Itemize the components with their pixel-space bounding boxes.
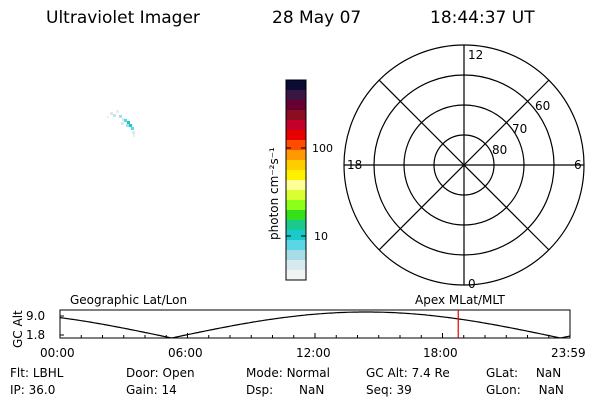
timeline-ytick-9: 9.0: [26, 309, 45, 323]
mlat-label-60: 60: [535, 99, 550, 113]
mlt-label-18: 18: [347, 158, 362, 172]
colorbar-segment: [286, 220, 306, 231]
seq-value: 39: [396, 383, 412, 397]
gain-label: Gain:: [126, 383, 158, 397]
timeline-title-apex: Apex MLat/MLT: [415, 293, 505, 307]
colorbar-segment: [286, 240, 306, 251]
mlat-label-80: 80: [492, 143, 507, 157]
info-gcalt: GC Alt: 7.4 Re: [366, 366, 450, 380]
colorbar-segment: [286, 80, 306, 91]
time-label: 18:44:37 UT: [430, 8, 535, 28]
colorbar-segment: [286, 130, 306, 141]
glat-label: GLat:: [486, 366, 519, 380]
colorbar-segment: [286, 190, 306, 201]
timeline-ytick-1-8: 1.8: [26, 328, 45, 342]
flt-label: Flt:: [10, 366, 29, 380]
mode-value: Normal: [286, 366, 330, 380]
glon-label: GLon:: [486, 383, 521, 397]
colorbar-tick-100: 100: [312, 142, 333, 155]
mode-label: Mode:: [246, 366, 283, 380]
info-mode: Mode: Normal: [246, 366, 330, 380]
dsp-value: NaN: [298, 383, 325, 397]
timeline-xtick-1800: 18:00: [423, 346, 458, 360]
gcalt-label: GC Alt:: [366, 366, 408, 380]
mlat-label-70: 70: [512, 122, 527, 136]
timeline-ylabel: GC Alt: [11, 310, 25, 348]
timeline-xtick-0000: 00:00: [40, 346, 75, 360]
mlt-label-6: 6: [574, 158, 582, 172]
door-label: Door:: [126, 366, 159, 380]
timeline-title-geographic: Geographic Lat/Lon: [70, 293, 187, 307]
info-glon: GLon: NaN: [486, 383, 564, 397]
polar-grid: [343, 44, 585, 286]
door-value: Open: [162, 366, 195, 380]
timeline-xtick-0600: 06:00: [168, 346, 203, 360]
info-gain: Gain: 14: [126, 383, 177, 397]
gcalt-value: 7.4 Re: [411, 366, 450, 380]
flt-value: LBHL: [32, 366, 64, 380]
mlt-label-12: 12: [468, 48, 483, 62]
colorbar-segment: [286, 230, 306, 241]
timeline-x-ticks: [59, 333, 571, 338]
colorbar-tick-10: 10: [314, 230, 328, 243]
glat-value: NaN: [535, 366, 562, 380]
colorbar-segment: [286, 110, 306, 121]
colorbar-segment: [286, 270, 306, 281]
colorbar-unit-label: photon cm⁻²s⁻¹: [267, 147, 281, 240]
date-label: 28 May 07: [272, 8, 362, 28]
seq-label: Seq:: [366, 383, 393, 397]
colorbar-segment: [286, 160, 306, 171]
color-bar: [286, 80, 306, 281]
instrument-title: Ultraviolet Imager: [46, 8, 200, 28]
colorbar-segment: [286, 200, 306, 211]
info-ip: IP: 36.0: [10, 383, 55, 397]
ip-value: 36.0: [28, 383, 56, 397]
colorbar-segment: [286, 170, 306, 181]
info-seq: Seq: 39: [366, 383, 412, 397]
glon-value: NaN: [538, 383, 564, 397]
info-door: Door: Open: [126, 366, 195, 380]
altitude-curve: [59, 311, 571, 339]
colorbar-segment: [286, 250, 306, 261]
timeline-xtick-1200: 12:00: [296, 346, 331, 360]
colorbar-segment: [286, 150, 306, 161]
colorbar-segment: [286, 100, 306, 111]
dsp-label: Dsp:: [246, 383, 274, 397]
auroral-image: [107, 110, 135, 137]
info-flt: Flt: LBHL: [10, 366, 63, 380]
info-dsp: Dsp: NaN: [246, 383, 324, 397]
ip-label: IP:: [10, 383, 25, 397]
colorbar-segment: [286, 180, 306, 191]
colorbar-segment: [286, 120, 306, 131]
gain-value: 14: [161, 383, 177, 397]
colorbar-segment: [286, 140, 306, 151]
colorbar-segment: [286, 90, 306, 101]
info-glat: GLat: NaN: [486, 366, 561, 380]
timeline-xtick-2359: 23:59: [551, 346, 586, 360]
colorbar-segment: [286, 260, 306, 271]
mlt-label-0: 0: [468, 277, 476, 291]
colorbar-segment: [286, 210, 306, 221]
